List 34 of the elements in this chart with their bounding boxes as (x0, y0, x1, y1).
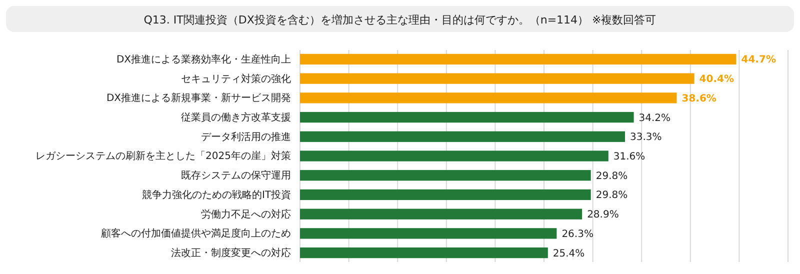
y-tick-label: レガシーシステムの刷新を主とした「2025年の崖」対策 (36, 150, 291, 162)
bar (300, 228, 557, 239)
bar (300, 73, 694, 84)
bar (300, 150, 608, 162)
data-label: 26.3% (562, 228, 594, 240)
data-label: 25.4% (552, 248, 585, 260)
y-tick-label: 従業員の働き方改革支援 (181, 111, 291, 124)
y-tick-label: データ利活用の推進 (201, 130, 291, 143)
data-label: 29.8% (596, 170, 628, 182)
bar (300, 92, 677, 104)
bar (300, 54, 736, 65)
y-tick-label: 競争力強化のための戦略的IT投資 (142, 188, 291, 201)
y-tick-label: DX推進による業務効率化・生産性向上 (116, 53, 291, 66)
y-tick-label: 法改正・制度変更への対応 (171, 247, 291, 260)
bar (300, 247, 548, 258)
data-label: 40.4% (699, 74, 734, 86)
y-tick-label: 既存システムの保守運用 (181, 170, 291, 182)
data-label: 29.8% (596, 190, 628, 202)
data-label: 33.3% (630, 132, 662, 144)
data-label: 34.2% (638, 112, 671, 124)
data-label: 28.9% (587, 210, 619, 221)
bar (300, 112, 634, 123)
y-tick-label: DX推進による新規事業・新サービス開発 (106, 92, 291, 104)
bar (300, 170, 591, 181)
data-label: 31.6% (613, 152, 646, 162)
bar (300, 131, 626, 142)
bar (300, 208, 582, 220)
y-tick-label: セキュリティ対策の強化 (181, 72, 291, 85)
chart-title: Q13. IT関連投資（DX投資を含む）を増加させる主な理由・目的は何ですか。（n=114） ※複数回答可 (144, 14, 656, 26)
data-label: 38.6% (682, 93, 716, 104)
y-tick-label: 顧客への付加価値提供や満足度向上のため (101, 228, 291, 240)
bar (300, 189, 591, 200)
data-label: 44.7% (741, 54, 776, 66)
y-tick-label: 労働力不足への対応 (201, 208, 291, 220)
